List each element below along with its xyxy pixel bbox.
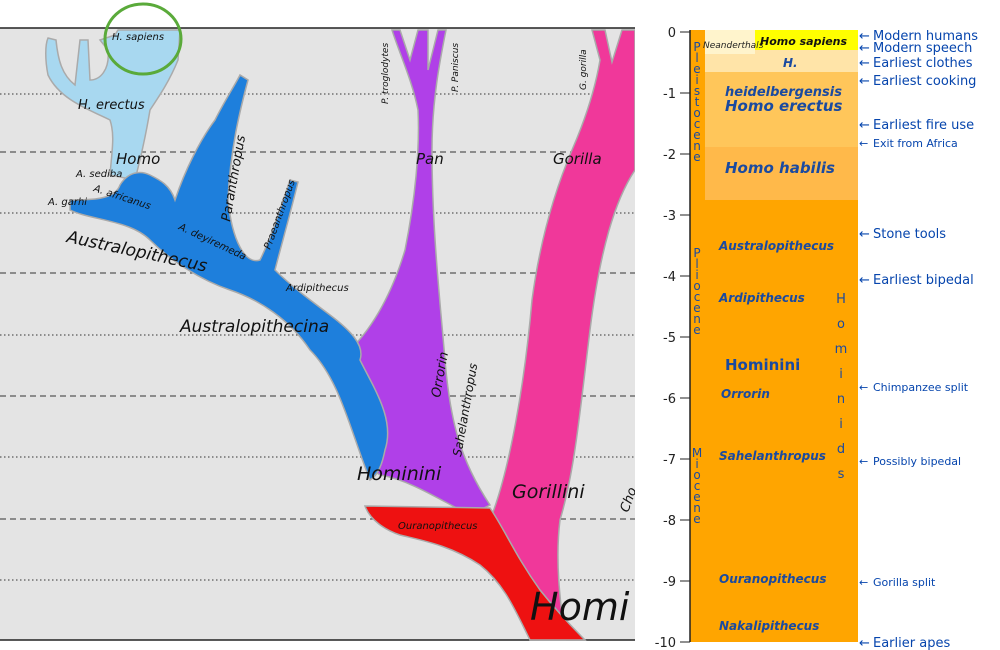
event-earlier-apes: Earlier apes xyxy=(873,636,950,650)
event-gorilla-split: Gorilla split xyxy=(873,576,936,589)
taxon-neanderthals: Neanderthals xyxy=(703,41,764,51)
taxon-homo-habilis: Homo habilis xyxy=(725,159,835,177)
tick-8: -8 xyxy=(663,514,676,529)
tick-7: -7 xyxy=(663,453,676,468)
pan-lineage-shape xyxy=(349,29,492,516)
homo-lineage-shape xyxy=(45,29,181,181)
human-timeline: 0 -1 -2 -3 -4 -5 -6 -7 -8 -9 -10 Pleisto… xyxy=(655,26,978,650)
taxon-homo-erectus: Homo erectus xyxy=(725,97,843,115)
hominids-vertical-label: Hominids xyxy=(834,292,849,492)
band-heidelbergensis xyxy=(705,70,858,147)
event-arrow-earlier-apes: ← xyxy=(859,636,870,650)
event-exit-from-africa: Exit from Africa xyxy=(873,137,958,150)
band-h xyxy=(705,50,858,72)
tick-3: -3 xyxy=(663,209,676,224)
gorilla-lineage-shape xyxy=(489,29,635,641)
event-arrow-gorilla-split: ← xyxy=(859,576,868,589)
tick-1: -1 xyxy=(663,87,676,102)
label-pan: Pan xyxy=(416,150,444,168)
tick-2: -2 xyxy=(663,148,676,163)
event-arrow-possibly-bipedal: ← xyxy=(859,455,868,468)
event-arrow-chimpanzee-split: ← xyxy=(859,381,868,394)
event-arrow-earliest-bipedal: ← xyxy=(859,273,870,288)
event-arrow-modern-humans: ← xyxy=(859,29,870,44)
ouranopithecus-lineage-shape xyxy=(363,505,587,641)
event-arrow-stone-tools: ← xyxy=(859,227,870,242)
h-sapiens-highlight-circle xyxy=(103,2,183,76)
hominid-phylogeny-tree: H. sapiens H. erectus Homo A. sediba A. … xyxy=(0,2,635,641)
label-h-sapiens: H. sapiens xyxy=(112,32,164,43)
tick-4: -4 xyxy=(663,270,676,285)
label-h-erectus: H. erectus xyxy=(78,98,145,113)
label-gorilla: Gorilla xyxy=(553,150,602,168)
epoch-pliocene: Pliocene xyxy=(690,246,704,334)
epoch-miocene: Miocene xyxy=(690,446,704,523)
event-earliest-clothes: Earliest clothes xyxy=(873,56,973,71)
label-hominidae-partial: Homi xyxy=(530,585,630,629)
event-chimpanzee-split: Chimpanzee split xyxy=(873,381,969,394)
label-ardipithecus: Ardipithecus xyxy=(285,283,349,294)
epoch-pleistocene: Pleistocene xyxy=(690,40,704,161)
label-p-troglodytes: P. troglodytes xyxy=(381,43,391,104)
label-g-gorilla: G. gorilla xyxy=(579,49,589,90)
event-possibly-bipedal: Possibly bipedal xyxy=(873,455,961,468)
event-stone-tools: Stone tools xyxy=(873,227,946,242)
label-australopithecina: Australopithecina xyxy=(179,317,329,337)
taxon-orrorin: Orrorin xyxy=(721,387,770,401)
taxon-hominini: Hominini xyxy=(725,356,800,374)
label-a-sediba: A. sediba xyxy=(75,169,122,180)
tick-10: -10 xyxy=(655,636,676,650)
axis-ticks xyxy=(680,31,690,643)
label-gorillini: Gorillini xyxy=(512,481,585,503)
event-arrow-exit-from-africa: ← xyxy=(859,137,868,150)
label-p-paniscus: P. Paniscus xyxy=(451,43,461,92)
tick-0: 0 xyxy=(668,26,676,41)
taxon-nakalipithecus: Nakalipithecus xyxy=(719,619,819,633)
taxon-australopithecus: Australopithecus xyxy=(718,239,834,253)
band-neanderthals xyxy=(705,30,755,54)
event-earliest-cooking: Earliest cooking xyxy=(873,74,976,89)
australopithecina-lineage-shape xyxy=(69,73,389,482)
tick-9: -9 xyxy=(663,575,676,590)
tick-6: -6 xyxy=(663,392,676,407)
event-earliest-fire-use: Earliest fire use xyxy=(873,118,974,133)
event-arrow-earliest-fire-use: ← xyxy=(859,118,870,133)
taxon-ardipithecus: Ardipithecus xyxy=(718,291,805,305)
label-hominini: Hominini xyxy=(357,463,442,485)
taxon-sahelanthropus: Sahelanthropus xyxy=(719,449,826,463)
label-ouranopithecus: Ouranopithecus xyxy=(398,521,478,532)
taxon-heidelbergensis: heidelbergensis xyxy=(725,85,842,100)
event-modern-speech: Modern speech xyxy=(873,41,972,56)
label-homo: Homo xyxy=(116,150,160,168)
event-modern-humans: Modern humans xyxy=(873,29,978,44)
event-arrow-earliest-cooking: ← xyxy=(859,74,870,89)
tick-5: -5 xyxy=(663,331,676,346)
taxon-ouranopithecus: Ouranopithecus xyxy=(719,572,826,586)
event-arrow-modern-speech: ← xyxy=(859,41,870,56)
label-a-garhi: A. garhi xyxy=(47,197,87,208)
taxon-homo-sapiens: Homo sapiens xyxy=(760,35,848,48)
event-earliest-bipedal: Earliest bipedal xyxy=(873,273,974,288)
taxon-h: H. xyxy=(783,56,798,70)
event-arrow-earliest-clothes: ← xyxy=(859,56,870,71)
